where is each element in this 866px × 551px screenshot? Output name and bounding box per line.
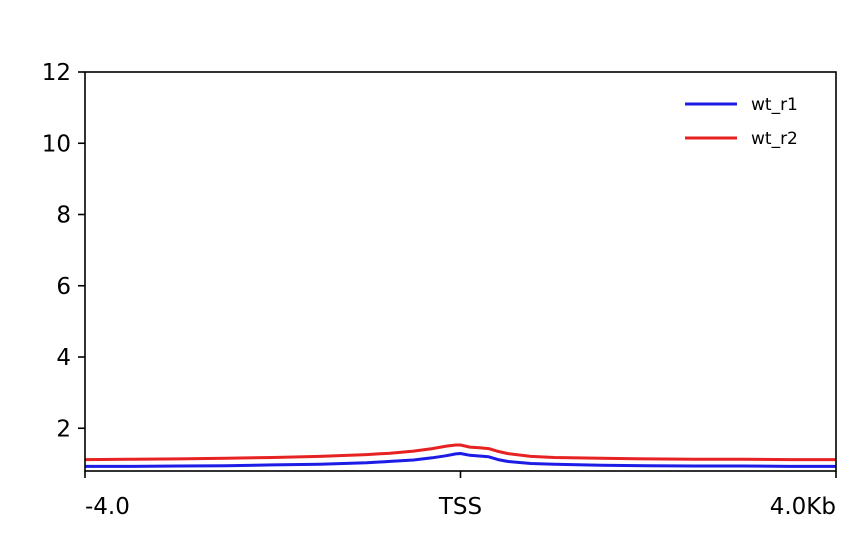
legend-label: wt_r2 [751, 129, 798, 149]
x-tick-label: -4.0 [85, 494, 130, 520]
plot-area [84, 443, 836, 468]
x-axis: -4.0 TSS 4.0Kb [84, 471, 837, 520]
y-tick-label: 2 [56, 416, 71, 442]
y-tick-label: 10 [42, 131, 71, 157]
y-tick-label: 6 [56, 274, 71, 300]
legend: wt_r1 wt_r2 [685, 95, 798, 149]
x-tick-label: TSS [438, 494, 482, 520]
y-tick-label: 4 [56, 345, 71, 371]
y-axis: 2 4 6 8 10 12 [42, 60, 85, 442]
legend-label: wt_r1 [751, 95, 798, 115]
y-tick-label: 8 [56, 203, 71, 229]
series-line-wt-r1 [85, 452, 836, 468]
axes-frame [84, 71, 837, 472]
x-tick-label: 4.0Kb [770, 494, 836, 520]
y-tick-label: 12 [42, 60, 71, 86]
series-line-wt-r2 [84, 443, 836, 462]
